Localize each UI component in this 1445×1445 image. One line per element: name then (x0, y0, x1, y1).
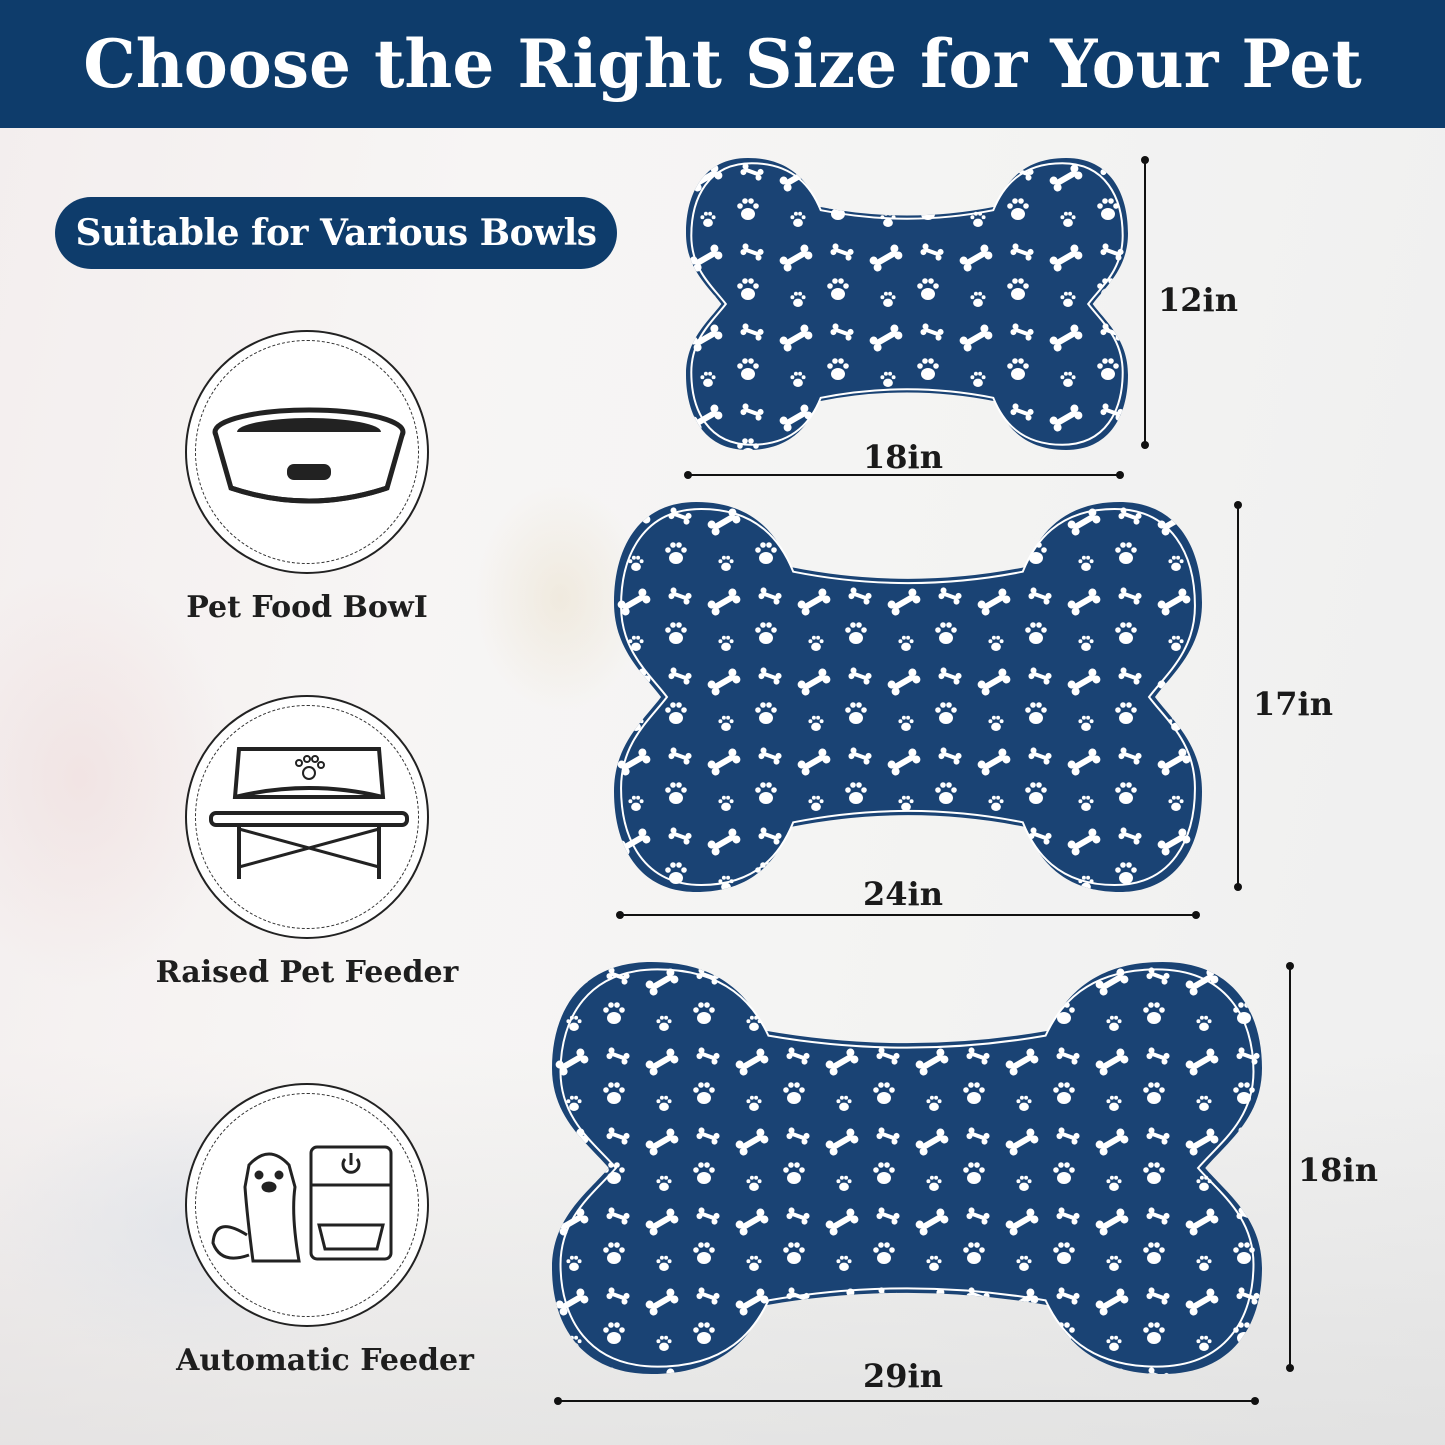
raised-feeder-circle (185, 695, 429, 939)
height-label: 18in (1298, 1151, 1378, 1189)
mat-pattern (614, 502, 1202, 892)
automatic-feeder-icon (211, 1145, 393, 1263)
width-dimension-line (688, 474, 1120, 476)
mat-border (621, 509, 1195, 885)
page-title: Choose the Right Size for Your Pet (83, 25, 1362, 103)
height-label: 17in (1253, 685, 1333, 723)
width-label: 24in (863, 875, 943, 913)
width-dimension-line (558, 1400, 1255, 1402)
header-banner: Choose the Right Size for Your Pet (0, 0, 1445, 128)
pet-food-bowl-circle (185, 330, 429, 574)
mat-pattern (686, 158, 1128, 450)
large-mat (552, 962, 1262, 1374)
small-mat (686, 158, 1128, 450)
width-label: 18in (863, 438, 943, 476)
bowl-type-label: Automatic Feeder (176, 1343, 474, 1378)
height-dimension-line (1144, 160, 1146, 445)
mat-border (691, 163, 1122, 444)
suitable-badge: Suitable for Various Bowls (55, 197, 617, 269)
automatic-feeder-circle (185, 1083, 429, 1327)
width-dimension-line (620, 914, 1196, 916)
medium-mat (614, 502, 1202, 892)
pet-food-bowl-icon (212, 407, 406, 504)
raised-feeder-icon (209, 747, 409, 879)
width-label: 29in (863, 1357, 943, 1395)
height-dimension-line (1237, 505, 1239, 887)
bowl-type-label: Raised Pet Feeder (155, 955, 459, 990)
mat-pattern (552, 962, 1262, 1374)
bowl-type-label: Pet Food BowI (186, 590, 428, 625)
height-label: 12in (1158, 281, 1238, 319)
height-dimension-line (1289, 966, 1291, 1368)
mat-border (561, 969, 1254, 1366)
